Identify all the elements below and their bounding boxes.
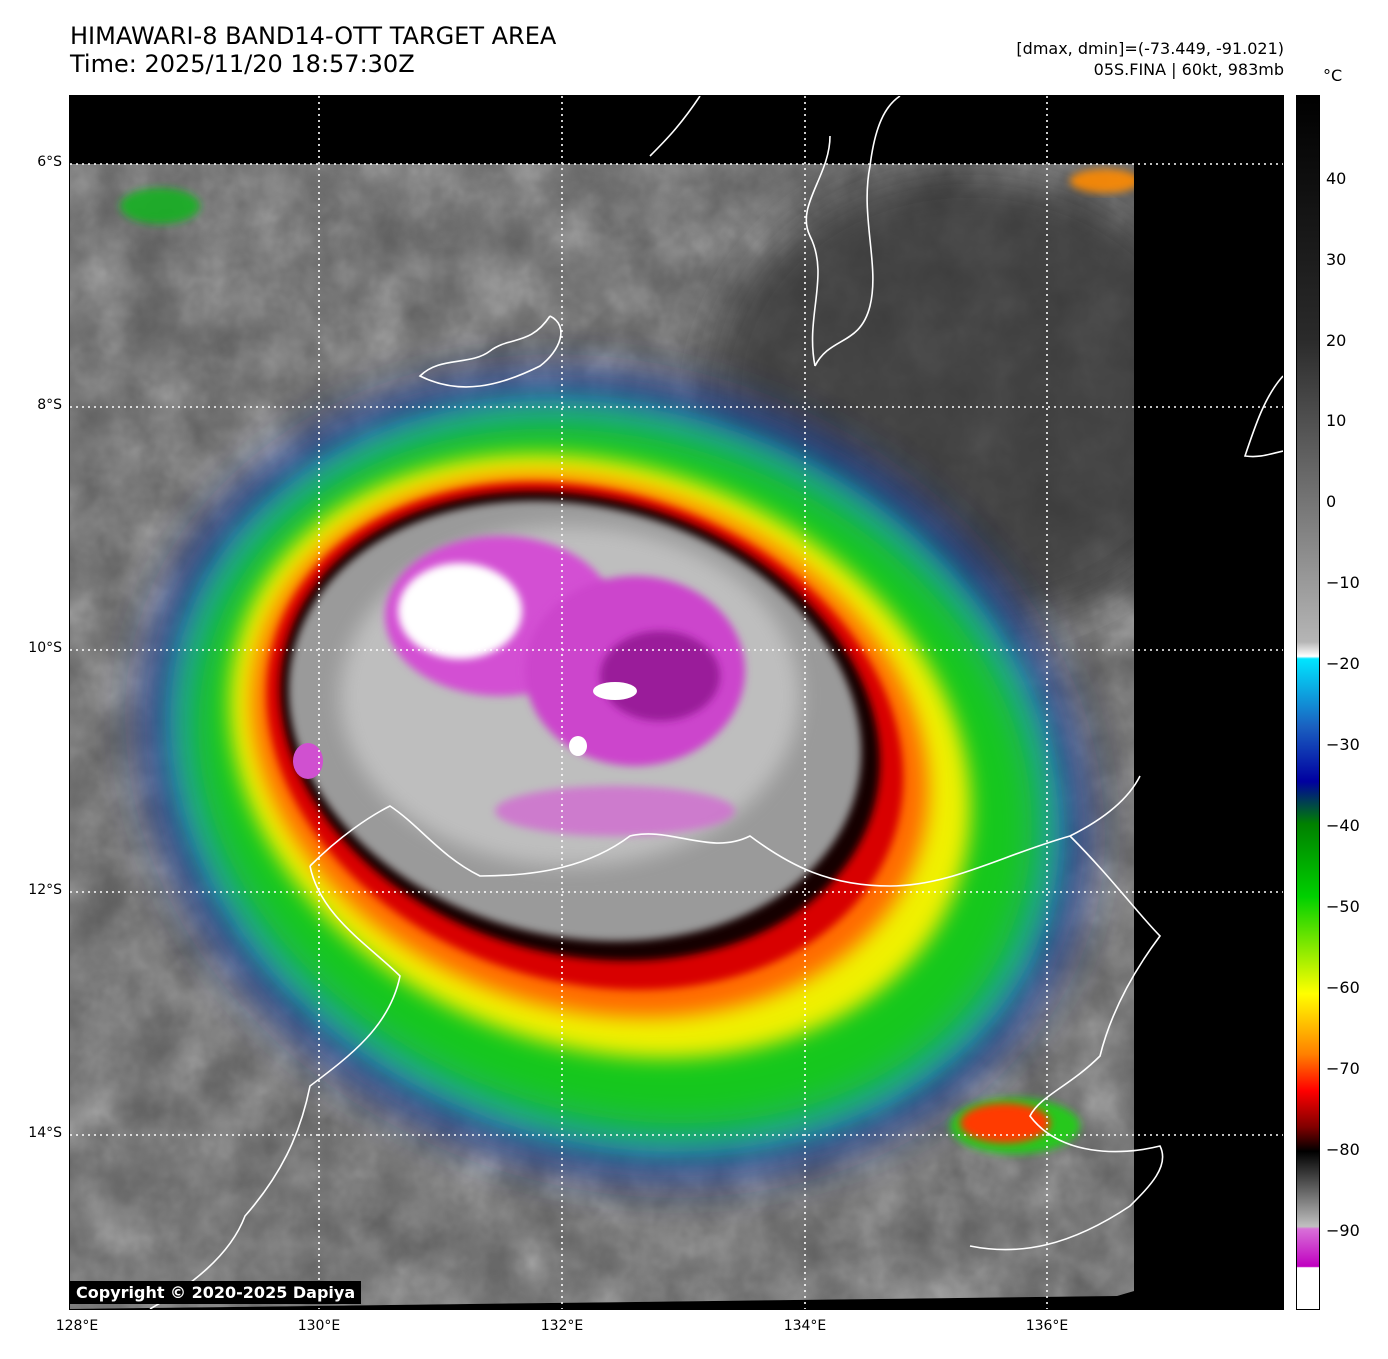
lat-label: 6°S (37, 154, 62, 170)
chart-title: HIMAWARI-8 BAND14-OTT TARGET AREA Time: … (70, 22, 556, 78)
coast-aru-west (805, 135, 831, 367)
lon-label: 132°E (540, 1318, 584, 1334)
cold-core-white-2 (593, 682, 637, 700)
colorbar-tick: −60 (1326, 978, 1360, 997)
colorbar-tick: −30 (1326, 735, 1360, 754)
cold-core-white-3 (569, 736, 587, 756)
colorbar-tick: 30 (1326, 250, 1347, 269)
coast-tanimbar (418, 315, 562, 388)
gridlines (70, 96, 1283, 1309)
satellite-image (69, 95, 1284, 1310)
storm-text: 05S.FINA | 60kt, 983mb (1093, 60, 1284, 79)
lon-label: 130°E (297, 1318, 341, 1334)
cold-top-magenta-3 (495, 786, 735, 836)
lat-label: 8°S (37, 397, 62, 413)
cold-top-magenta-4 (293, 743, 323, 779)
colorbar-tick: −50 (1326, 897, 1360, 916)
dminmax-text: [dmax, dmin]=(-73.449, -91.021) (1016, 39, 1284, 58)
coastlines (149, 96, 1283, 1309)
colorbar-tick: 0 (1326, 492, 1337, 511)
cold-core-white-1 (398, 563, 522, 659)
colorbar-tick: −40 (1326, 816, 1360, 835)
coast-png (1243, 375, 1283, 458)
coast-west (149, 865, 401, 1309)
lat-label: 10°S (28, 640, 62, 656)
colorbar-tick: −20 (1326, 654, 1360, 673)
time-line: Time: 2025/11/20 18:57:30Z (70, 50, 415, 78)
cold-top-purple (600, 631, 720, 721)
colorbar-unit: °C (1323, 66, 1343, 85)
colorbar-tick: 40 (1326, 169, 1347, 188)
coast-aru (814, 96, 901, 367)
colorbar-tick: −80 (1326, 1140, 1360, 1159)
colorbar-tick: −70 (1326, 1059, 1360, 1078)
copyright-label: Copyright © 2020-2025 Dapiya (70, 1281, 362, 1304)
storm-info: [dmax, dmin]=(-73.449, -91.021) 05S.FINA… (1016, 38, 1284, 80)
coast-arnhem-north (309, 775, 1141, 887)
colorbar-tick: 20 (1326, 331, 1347, 350)
lat-label: 14°S (28, 1125, 62, 1141)
lat-label: 12°S (28, 882, 62, 898)
se-cell-red (960, 1103, 1050, 1143)
title-line: HIMAWARI-8 BAND14-OTT TARGET AREA (70, 22, 557, 50)
coast-east (969, 835, 1164, 1251)
satellite-svg (70, 96, 1283, 1309)
colorbar-tick: −10 (1326, 573, 1360, 592)
coast-kei (649, 96, 701, 157)
colorbar-tick: 10 (1326, 411, 1347, 430)
colorbar (1296, 95, 1320, 1310)
lon-label: 134°E (783, 1318, 827, 1334)
lon-label: 128°E (55, 1318, 99, 1334)
nw-cell (120, 188, 200, 224)
lon-label: 136°E (1025, 1318, 1069, 1334)
colorbar-tick: −90 (1326, 1221, 1360, 1240)
ne-cell (1070, 169, 1134, 193)
